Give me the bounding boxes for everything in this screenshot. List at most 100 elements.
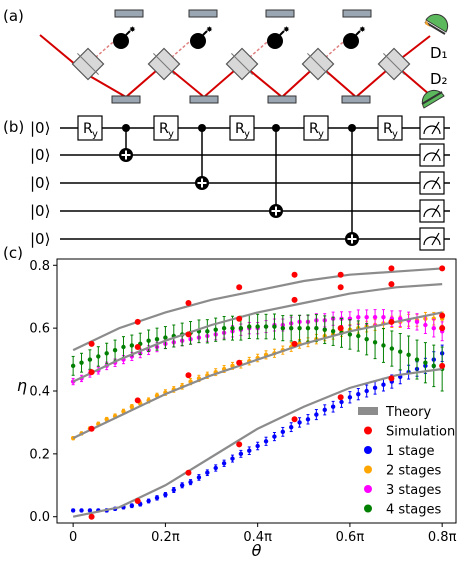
data-point [356,391,361,397]
cnot-control [272,124,280,132]
simulation-point [236,315,243,322]
detector-d2 [421,89,445,109]
ry-gate [377,115,403,141]
x-tick-label: 0.8π [428,530,457,545]
legend-marker [364,426,372,435]
simulation-point [291,416,298,423]
x-tick-label: 0.4π [243,530,272,545]
x-tick-label: 0.2π [151,530,180,545]
data-point [289,325,294,331]
data-point [154,495,160,501]
simulation-point [337,325,344,332]
eta-vs-theta-chart: 0 0.2π 0.4π 0.6π 0.8π 0.0 0.2 0.4 0.6 0.8 η θ The… [17,258,457,560]
simulation-point [185,331,192,338]
simulation-point [88,369,95,376]
ry-gate-sub: y [168,129,174,140]
simulation-point [388,318,395,325]
data-point [255,443,260,449]
legend-marker [364,465,372,474]
cnot-control [122,124,130,132]
y-axis-label: η [17,376,27,395]
simulation-point [88,340,95,347]
data-point [112,347,118,353]
legend-label: Theory [385,405,431,420]
data-point [205,470,210,475]
data-point [389,346,395,351]
data-point [238,451,244,457]
detector-label-d1: D₁ [430,44,448,62]
ket-label: |0⟩ [30,119,50,137]
simulation-point [185,300,192,306]
x-tick-label: 0.6π [336,530,365,545]
ry-gate-sub: y [244,129,250,140]
data-point [372,385,378,391]
ry-gate [153,115,179,141]
data-point [381,314,386,320]
data-point [87,508,93,513]
ry-gate-label: R [159,121,169,137]
simulation-point [388,265,395,272]
data-point [154,336,160,342]
simulation-point [134,498,141,504]
svg-text:✸: ✸ [206,25,213,34]
simulation-point [439,325,446,332]
mirrors-top [114,9,372,18]
simulation-point [439,312,446,319]
simulation-point [388,375,395,382]
simulation-point [337,271,344,278]
y-tick-label: 0.6 [29,322,50,337]
data-point [364,388,369,394]
data-point [104,417,109,422]
svg-text:✸: ✸ [359,25,366,34]
data-point [330,404,336,409]
data-point [381,343,386,348]
theory-curve [72,311,443,440]
measurement-icon [419,171,445,195]
y-tick-label: 0.8 [29,259,50,274]
data-point [297,325,302,331]
data-point [280,325,286,331]
cnot-control [198,124,206,132]
data-point [289,424,294,430]
y-tick-label: 0.0 [29,510,50,525]
bomb-icon: ✸ [190,25,213,49]
mirrors-bottom [111,95,371,104]
data-point [129,503,135,508]
beam-splitters [71,47,411,81]
measurement-icon [419,143,445,167]
data-point [163,335,168,340]
legend-marker [364,485,372,493]
data-point [272,324,277,329]
ket-label: |0⟩ [30,174,50,192]
data-point [414,319,420,325]
data-point [87,357,93,362]
ry-gate-label: R [383,121,393,137]
data-point [230,325,235,331]
ry-gate-label: R [235,121,245,137]
data-point [238,325,244,331]
measurement-icon [419,116,445,140]
bomb-icon: ✸ [343,25,366,49]
legend: Theory Simulation 1 stage 2 stages 3 stages 4… [358,405,455,518]
data-point [188,479,193,485]
simulation-point [337,284,344,291]
simulation-point [88,425,95,432]
data-point [322,327,327,332]
data-point [297,420,302,425]
data-point [330,329,336,334]
data-point [146,338,151,343]
simulation-point [337,394,344,401]
panel-label-b: (b) [3,118,24,136]
bomb-icon: ✸ [113,25,136,49]
theory-curve [72,267,443,352]
ket-label: |0⟩ [30,146,50,164]
data-point [381,382,386,387]
ry-gate [229,115,255,141]
data-point [280,429,286,435]
simulation-point [185,372,192,379]
data-point [205,329,210,334]
simulation-point [236,441,243,448]
data-point [272,434,277,439]
series-4 [70,313,445,392]
